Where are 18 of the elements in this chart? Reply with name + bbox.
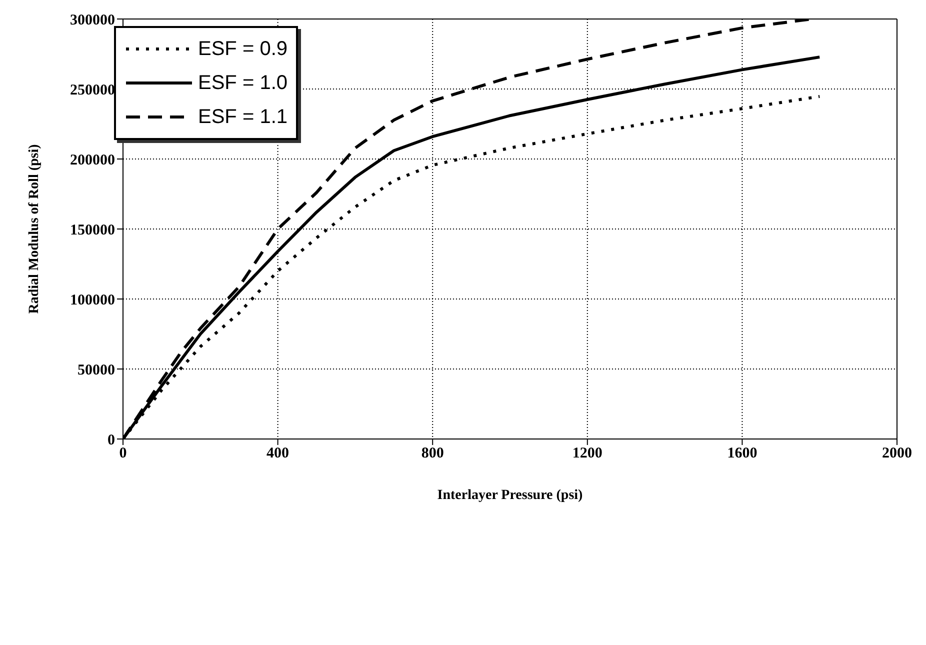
y-axis-title: Radial Modulus of Roll (psi) bbox=[26, 144, 42, 314]
y-tick-label: 150000 bbox=[70, 222, 115, 238]
x-tick-label: 0 bbox=[119, 446, 127, 462]
x-tick-label: 1600 bbox=[727, 446, 758, 462]
y-tick-label: 200000 bbox=[70, 152, 115, 168]
x-tick-label: 2000 bbox=[882, 446, 912, 462]
y-tick-label: 0 bbox=[108, 432, 115, 448]
x-axis-title: Interlayer Pressure (psi) bbox=[437, 488, 584, 503]
x-tick-label: 1200 bbox=[572, 446, 602, 462]
y-tick-label: 300000 bbox=[70, 12, 115, 28]
legend-label: ESF = 1.1 bbox=[198, 106, 288, 128]
legend-label: ESF = 0.9 bbox=[198, 38, 288, 60]
y-tick-label: 50000 bbox=[78, 362, 115, 378]
legend-label: ESF = 1.0 bbox=[198, 72, 288, 94]
y-tick-label: 250000 bbox=[70, 82, 115, 98]
y-tick-label: 100000 bbox=[70, 292, 115, 308]
x-tick-label: 400 bbox=[266, 446, 290, 462]
x-tick-label: 800 bbox=[421, 446, 444, 462]
